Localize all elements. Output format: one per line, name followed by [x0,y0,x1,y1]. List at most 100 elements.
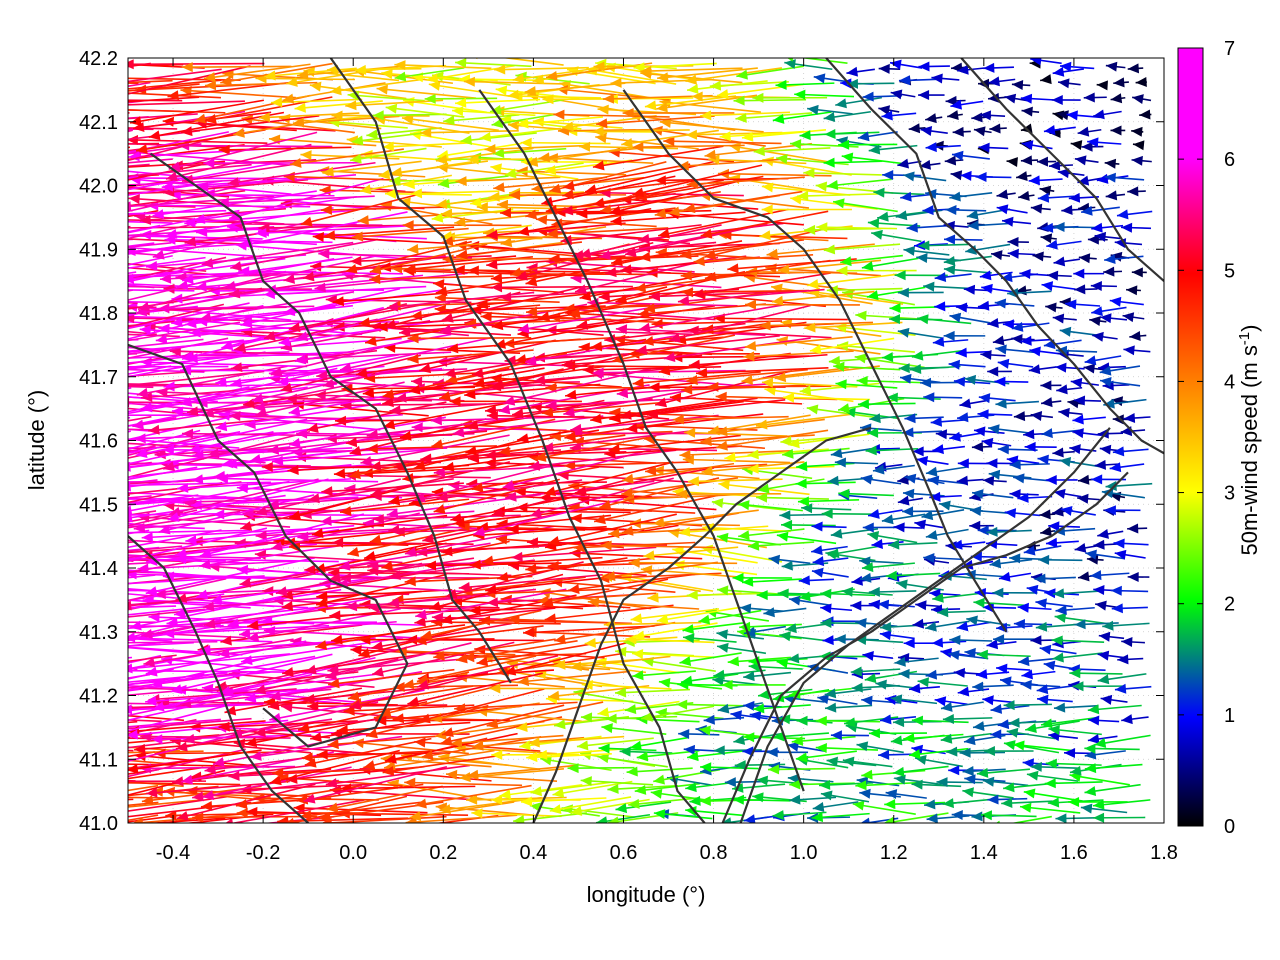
wind-arrow-head [300,810,312,821]
wind-arrow-shaft [580,779,654,786]
wind-arrow [815,743,879,754]
wind-arrow [1097,650,1126,661]
wind-arrow-head [1044,778,1056,789]
wind-arrow [150,655,316,689]
wind-arrow [1080,803,1128,814]
wind-arrow-head [641,711,653,722]
wind-arrow [903,733,964,744]
wind-arrow-head [307,701,319,712]
wind-arrow-shaft [603,621,702,626]
wind-arrow-shaft [128,685,182,689]
wind-arrow-head [417,679,429,690]
wind-arrow [128,702,175,705]
wind-arrow [868,728,927,739]
wind-arrow-head [894,656,906,667]
wind-arrow-head [1087,704,1100,715]
wind-arrow [878,749,916,760]
wind-arrow-head [326,802,339,813]
wind-arrow [128,784,159,792]
wind-arrow-head [892,766,905,777]
wind-arrow-head [925,669,938,680]
wind-arrow [842,756,893,768]
wind-arrow-head [861,695,873,706]
wind-arrow [1052,652,1103,663]
wind-arrow [220,624,363,646]
wind-arrow [830,730,869,741]
wind-arrow-head [890,694,903,705]
wind-arrow [678,728,720,739]
wind-arrow-shaft [525,631,651,638]
wind-arrow-head [820,790,833,801]
wind-arrow [1021,669,1056,680]
wind-arrow [404,777,523,788]
wind-arrow-head [619,746,631,757]
wind-arrow-head [587,597,600,608]
wind-arrow [307,701,448,712]
wind-arrow-shaft [220,624,363,643]
wind-arrow-head [1008,717,1020,728]
wind-arrow [698,609,762,625]
wind-arrow-head [883,816,894,823]
wind-arrow-shaft [325,642,472,679]
wind-arrow [128,751,155,758]
wind-arrow [940,732,992,744]
wind-arrow-head [597,753,610,764]
wind-arrow-head [820,617,832,628]
wind-arrow-head [1035,621,1048,632]
wind-arrow-shaft [192,815,318,819]
wind-arrow-head [244,693,257,703]
wind-arrow-head [176,811,189,821]
wind-arrow-head [325,670,338,680]
wind-arrow-head [758,689,770,700]
wind-arrow-head [1003,782,1015,793]
wind-arrow-head [150,678,163,689]
wind-arrow-head [850,666,863,677]
wind-arrow-head [636,751,649,762]
wind-arrow [382,753,510,776]
wind-arrow [890,694,938,705]
wind-arrow [1036,694,1073,705]
wind-arrow-head [435,729,447,740]
wind-arrow [327,657,477,675]
wind-arrow-head [1100,694,1113,705]
wind-arrow-shaft [420,609,542,639]
wind-arrow-head [328,678,340,689]
wind-arrow-head [911,715,924,726]
wind-arrow-head [824,688,837,699]
wind-arrow-head [980,810,993,821]
wind-arrow-head [996,663,1008,674]
wind-arrow [680,673,739,686]
wind-arrow [656,606,740,625]
wind-arrow-head [982,695,994,706]
wind-arrow-head [739,603,752,614]
wind-arrow-head [855,780,867,791]
wind-arrow-shaft [250,735,403,759]
wind-arrow-head [628,798,640,809]
wind-arrow [908,747,969,760]
wind-arrow-head [463,652,475,663]
wind-arrow [128,640,218,644]
wind-arrow [713,669,766,680]
wind-arrow-head [680,675,693,686]
wind-arrow-shaft [131,812,251,823]
wind-arrow-head [1088,715,1100,726]
wind-arrow [128,656,269,692]
wind-arrow [879,630,915,641]
wind-arrow-head [972,681,984,692]
wind-arrow-head [282,667,294,677]
wind-arrow-head [467,769,479,780]
wind-arrow-head [678,728,690,739]
wind-arrow [601,723,667,735]
wind-arrow-head [971,811,983,822]
wind-arrow-head [819,651,831,662]
wind-arrow [1036,684,1074,695]
wind-arrow-head [1037,694,1049,705]
wind-arrow [513,812,588,823]
wind-arrow-head [146,787,158,798]
wind-arrow [1025,720,1080,734]
wind-arrow [128,701,240,732]
wind-arrow [486,701,604,729]
wind-arrow-head [421,750,434,761]
wind-arrow-head [202,790,215,800]
wind-arrow-head [1048,725,1060,735]
